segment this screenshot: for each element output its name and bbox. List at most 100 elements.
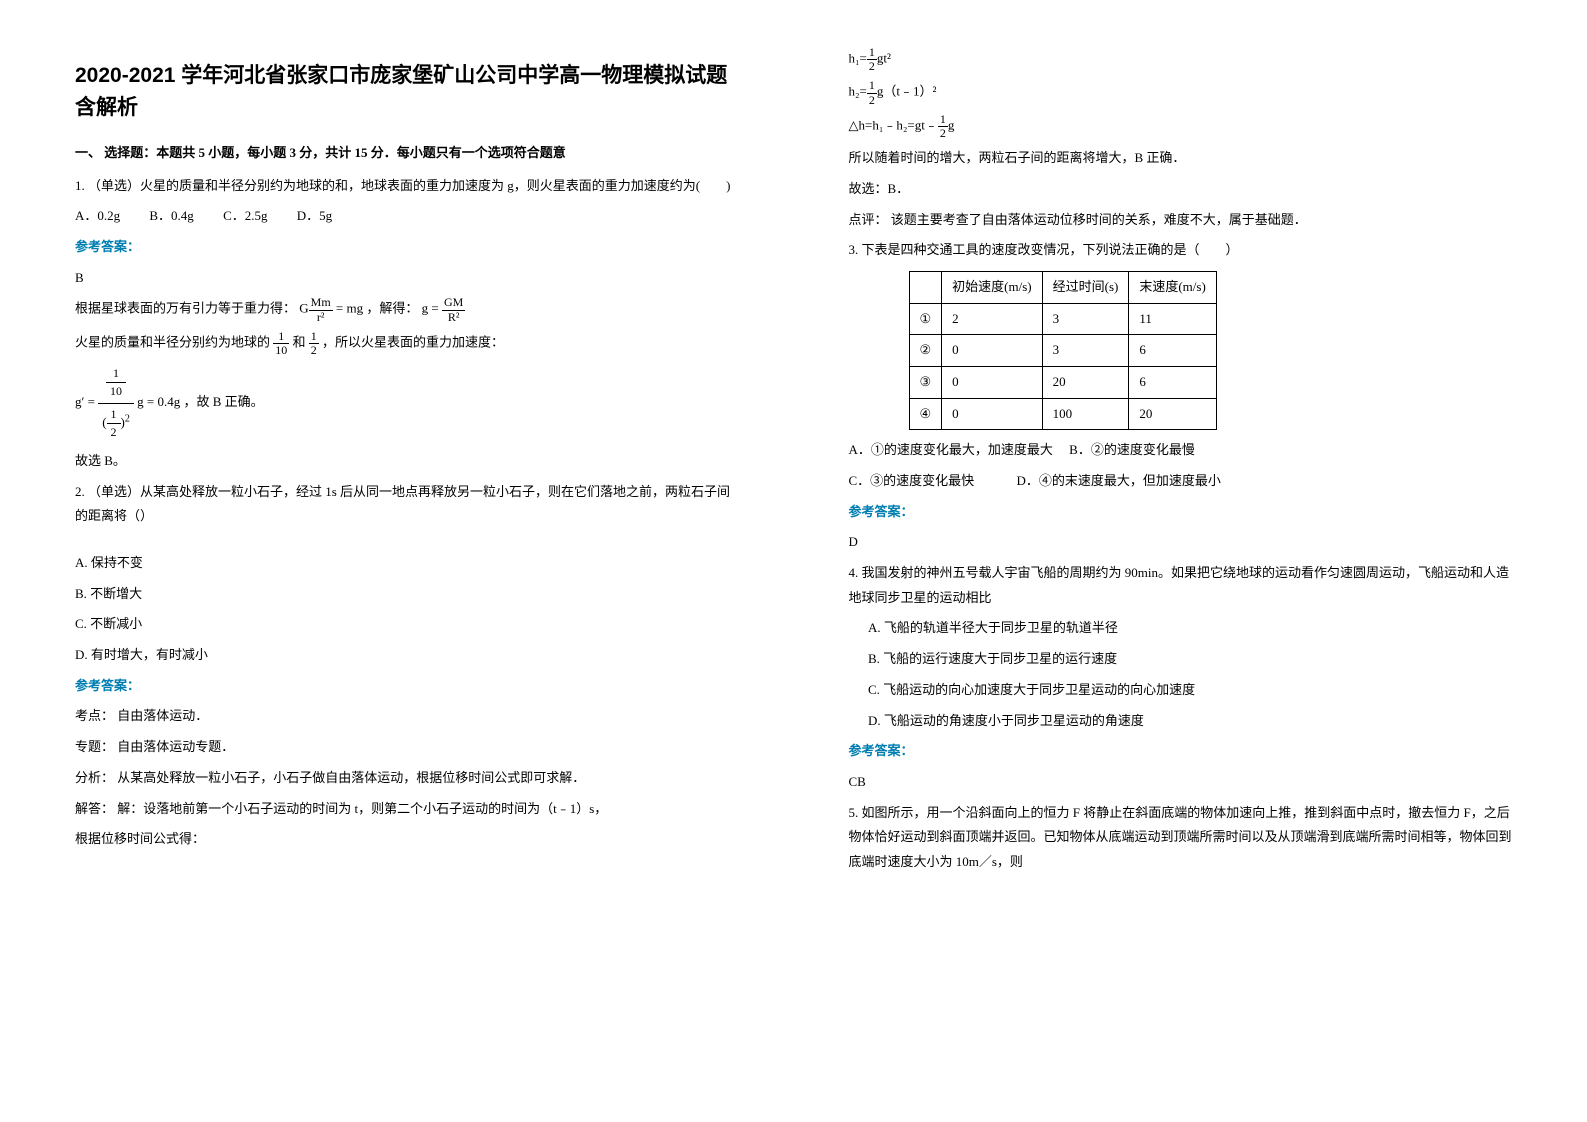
q1-frac-1-2: 12 (309, 330, 319, 357)
q4-option-d: D. 飞船运动的角速度小于同步卫星运动的角速度 (849, 709, 1513, 734)
q2-jd: 解：设落地前第一个小石子运动的时间为 t，则第二个小石子运动的时间为（t﹣1）s… (117, 801, 607, 816)
q1-frac-1-2-num: 1 (309, 330, 319, 344)
q1-option-a: A．0.2g (75, 204, 120, 229)
q1-formula-1: GMmr² = mg (299, 296, 363, 323)
q2-dh-half-den: 2 (938, 127, 948, 140)
q2-zt-label: 专题： (75, 739, 114, 754)
q3-cell: ② (909, 335, 942, 367)
q2-h2-rhs: g（t﹣1）² (877, 84, 937, 99)
q2-option-d: D. 有时增大，有时减小 (75, 643, 739, 668)
q2-fenxi: 分析： 从某高处释放一粒小石子，小石子做自由落体运动，根据位移时间公式即可求解． (75, 766, 739, 791)
q2-answer-label: 参考答案： (75, 674, 739, 699)
q1-exp3: ，故 B 正确。 (183, 394, 263, 409)
q1-f3-num-den: 10 (106, 383, 126, 400)
q1-exp1a: 根据星球表面的万有引力等于重力得： (75, 301, 296, 316)
q1-exp2c: ，所以火星表面的重力加速度： (322, 334, 504, 349)
q3-cell: 3 (1042, 303, 1129, 335)
q1-formula-2: g = GMR² (422, 296, 466, 323)
q3-cell: 0 (942, 398, 1042, 430)
q1-formula-3-row: g′ = 110 (12)2 g = 0.4g ，故 B 正确。 (75, 363, 739, 443)
q2-h2-half-den: 2 (867, 94, 877, 107)
q2-kp: 自由落体运动． (117, 708, 208, 723)
q3-table-header-row: 初始速度(m/s) 经过时间(s) 末速度(m/s) (909, 271, 1216, 303)
q2-option-a: A. 保持不变 (75, 551, 739, 576)
q1-frac-1-10-den: 10 (273, 344, 289, 357)
q1-f3-num-num: 1 (106, 365, 126, 383)
q2-dp: 该题主要考查了自由落体运动位移时间的关系，难度不大，属于基础题． (891, 212, 1307, 227)
q1-f1-den: r² (309, 311, 333, 324)
q2-dh-rhs: g (948, 117, 955, 132)
q2-dh-lhs: △h=h₁﹣h₂=gt﹣ (849, 117, 938, 132)
q3-cell: 20 (1042, 366, 1129, 398)
q3-answer-label: 参考答案： (849, 500, 1513, 525)
q1-answer-label: 参考答案： (75, 235, 739, 260)
table-row: ③ 0 20 6 (909, 366, 1216, 398)
q1-f3-result: g = 0.4g (137, 394, 180, 409)
q3-option-d: D．④的末速度最大，但加速度最小 (1016, 473, 1220, 488)
q3-cell: 6 (1129, 335, 1216, 367)
q1-option-b: B．0.4g (149, 204, 193, 229)
q1-formula-3: g′ = 110 (12)2 g = 0.4g (75, 363, 180, 443)
table-row: ① 2 3 11 (909, 303, 1216, 335)
q3-cell: ③ (909, 366, 942, 398)
section-1-heading: 一、 选择题：本题共 5 小题，每小题 3 分，共计 15 分．每小题只有一个选… (75, 141, 739, 166)
q1-exp2b: 和 (293, 334, 306, 349)
q1-frac-1-2-den: 2 (309, 344, 319, 357)
q1-options: A．0.2g B．0.4g C．2.5g D．5g (75, 204, 739, 229)
q1-frac-1-10: 110 (273, 330, 289, 357)
q2-stem: 2. （单选）从某高处释放一粒小石子，经过 1s 后从同一地点再释放另一粒小石子… (75, 480, 739, 529)
q2-h2-lhs: h₂= (849, 84, 867, 99)
q1-explain-line1: 根据星球表面的万有引力等于重力得： GMmr² = mg ，解得： g = GM… (75, 296, 739, 323)
q3-option-a: A．①的速度变化最大，加速度最大 (849, 442, 1053, 457)
table-row: ④ 0 100 20 (909, 398, 1216, 430)
q3-option-c: C．③的速度变化最快 (849, 473, 975, 488)
q1-f2-lhs: g = (422, 301, 439, 316)
q3-cell: ④ (909, 398, 942, 430)
q1-explain-line2: 火星的质量和半径分别约为地球的 110 和 12 ，所以火星表面的重力加速度： (75, 330, 739, 357)
q2-kaodian: 考点： 自由落体运动． (75, 704, 739, 729)
q1-f2-den: R² (442, 311, 465, 324)
q2-dianping: 点评： 该题主要考查了自由落体运动位移时间的关系，难度不大，属于基础题． (849, 208, 1513, 233)
q3-stem: 3. 下表是四种交通工具的速度改变情况，下列说法正确的是（ ） (849, 238, 1513, 263)
q1-f2-num: GM (442, 296, 465, 310)
q1-answer: B (75, 266, 739, 291)
q2-conclusion: 所以随着时间的增大，两粒石子间的距离将增大，B 正确． (849, 146, 1513, 171)
q4-answer: CB (849, 770, 1513, 795)
q3-options-row1: A．①的速度变化最大，加速度最大 B．②的速度变化最慢 (849, 438, 1513, 463)
q1-f1-G: G (299, 301, 308, 316)
q1-option-c: C．2.5g (223, 204, 267, 229)
q2-h1-half-num: 1 (867, 46, 877, 60)
table-row: ② 0 3 6 (909, 335, 1216, 367)
q3-cell: ① (909, 303, 942, 335)
q3-cell: 6 (1129, 366, 1216, 398)
q3-cell: 11 (1129, 303, 1216, 335)
page-left-column: 2020-2021 学年河北省张家口市庞家堡矿山公司中学高一物理模拟试题含解析 … (0, 0, 794, 921)
q2-zhuanti: 专题： 自由落体运动专题． (75, 735, 739, 760)
q3-cell: 2 (942, 303, 1042, 335)
q1-exp1b: ，解得： (366, 301, 418, 316)
q2-h2-formula: h₂=12g（t﹣1）² (849, 79, 1513, 106)
q1-f3-den-num: 1 (107, 406, 121, 424)
q3-cell: 3 (1042, 335, 1129, 367)
q2-option-b: B. 不断增大 (75, 582, 739, 607)
q1-exp2a: 火星的质量和半径分别约为地球的 (75, 334, 270, 349)
q1-f3-den-den: 2 (107, 424, 121, 441)
q2-zt: 自由落体运动专题． (117, 739, 234, 754)
q3-cell: 100 (1042, 398, 1129, 430)
q2-dh-formula: △h=h₁﹣h₂=gt﹣12g (849, 113, 1513, 140)
q3-data-table: 初始速度(m/s) 经过时间(s) 末速度(m/s) ① 2 3 11 ② 0 … (909, 271, 1217, 430)
q2-jieda: 解答： 解：设落地前第一个小石子运动的时间为 t，则第二个小石子运动的时间为（t… (75, 797, 739, 822)
q2-dh-half-num: 1 (938, 113, 948, 127)
q1-f1-mid: = mg (336, 301, 363, 316)
q1-option-d: D．5g (297, 204, 332, 229)
q2-option-c: C. 不断减小 (75, 612, 739, 637)
q2-h2-half-num: 1 (867, 79, 877, 93)
q2-h1-rhs: gt² (877, 51, 891, 66)
q2-h1-lhs: h₁= (849, 51, 867, 66)
q1-f3-lhs: g′ = (75, 394, 95, 409)
q3-cell: 0 (942, 335, 1042, 367)
q1-stem: 1. （单选）火星的质量和半径分别约为地球的和，地球表面的重力加速度为 g，则火… (75, 174, 739, 199)
q2-fx: 从某高处释放一粒小石子，小石子做自由落体运动，根据位移时间公式即可求解． (117, 770, 585, 785)
q2-h1-half-den: 2 (867, 60, 877, 73)
q3-th-0 (909, 271, 942, 303)
